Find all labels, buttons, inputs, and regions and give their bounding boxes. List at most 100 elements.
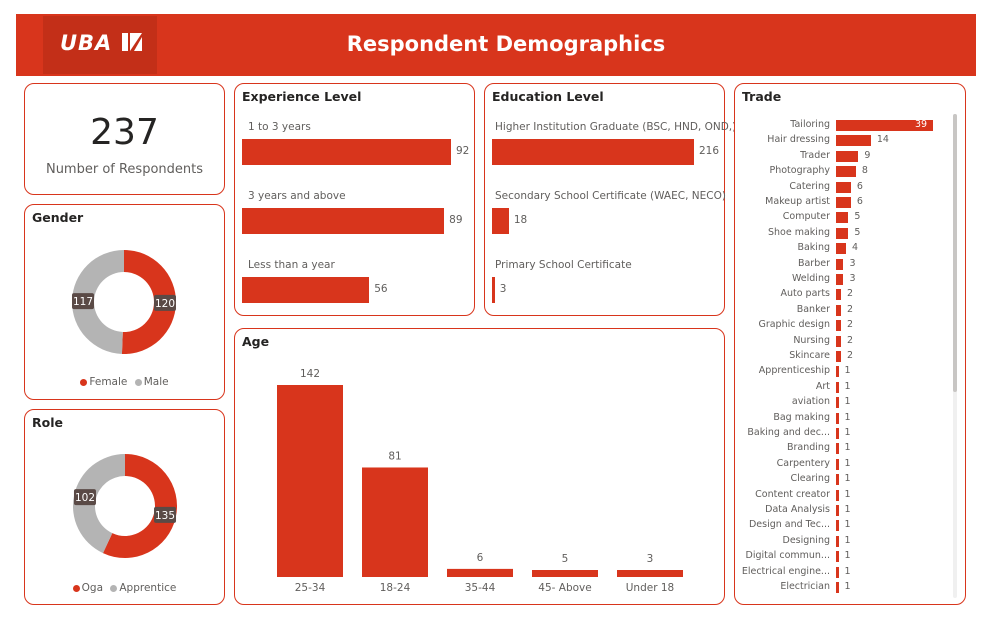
trade-bar[interactable] [836,428,839,439]
trade-category-label: Apprenticeship [758,365,830,377]
trade-value-label: 3 [849,273,856,284]
age-bar[interactable] [617,570,683,577]
bar[interactable] [242,208,445,234]
uba-logo: UBA [43,16,157,74]
trade-bar[interactable] [836,412,839,424]
trade-category-label: Hair dressing [767,134,830,146]
age-category-label: 45- Above [538,582,591,594]
trade-scrollbar-thumb[interactable] [953,114,957,392]
trade-bar[interactable] [836,166,856,178]
age-bar[interactable] [532,570,598,577]
age-bar[interactable] [362,467,428,577]
trade-bar[interactable] [836,335,841,347]
donut-data-label: 120 [155,298,175,310]
trade-bar[interactable] [836,258,844,270]
trade-bar[interactable] [836,227,849,239]
trade-bar[interactable] [836,566,839,578]
legend-female: Female [89,376,128,388]
trade-bar[interactable] [836,197,851,208]
donut-slice-oga[interactable] [102,454,177,558]
trade-bar[interactable] [836,474,839,486]
trade-bar[interactable] [836,505,839,516]
trade-value-label: 1 [844,550,851,562]
donut-slice-apprentice[interactable] [73,454,125,554]
apprentice-legend-dot [110,584,118,592]
trade-bar[interactable] [836,366,839,378]
trade-value-label: 1 [844,534,851,546]
trade-value-label: 1 [844,411,851,423]
logo-text: UBA [60,31,113,55]
trade-bar[interactable] [836,582,839,593]
bar-category-label: Primary School Certificate [495,259,632,271]
trade-bar[interactable] [836,381,839,393]
trade-value-label: 39 [915,119,928,130]
trade-category-label: Welding [791,273,830,284]
trade-value-label: 1 [844,442,851,454]
bar[interactable] [492,139,694,165]
age-category-label: 18-24 [380,582,411,594]
trade-category-label: aviation [791,396,830,408]
trade-value-label: 2 [846,288,854,300]
gender-legend[interactable]: Female Male [25,376,224,388]
trade-value-label: 1 [844,519,851,531]
trade-category-label: Bag making [773,411,830,423]
gender-donut-chart[interactable]: 120 117 [25,227,224,377]
trade-value-label: 2 [846,350,854,361]
age-bar[interactable] [277,385,343,577]
trade-bar[interactable] [836,551,839,563]
trade-category-label: Shoe making [768,226,830,238]
trade-bar[interactable] [836,243,846,255]
donut-data-label: 135 [155,510,175,522]
age-bar[interactable] [447,568,513,577]
trade-value-label: 9 [864,149,871,161]
donut-label-bg [73,489,96,506]
trade-bar[interactable] [836,320,841,332]
trade-value-label: 1 [844,473,851,485]
trade-bar[interactable] [836,135,871,147]
donut-slice-female[interactable] [121,250,176,354]
trade-category-label: Baking and dec... [747,427,830,438]
trade-category-label: Trader [800,149,830,161]
bar[interactable] [492,208,509,234]
trade-bar[interactable] [836,535,839,547]
trade-value-label: 1 [844,396,851,408]
trade-category-label: Skincare [789,350,830,361]
trade-bar[interactable] [836,304,841,316]
trade-bar[interactable] [836,289,841,301]
trade-value-label: 1 [844,427,851,438]
trade-bar[interactable] [836,520,839,532]
bar-value-label: 56 [374,283,388,295]
bar-category-label: Less than a year [248,259,335,271]
trade-category-label: Makeup artist [765,196,830,207]
header-banner: UBA Respondent Demographics [16,14,976,76]
education-title: Education Level [492,89,604,104]
bar[interactable] [242,139,451,165]
trade-bar[interactable] [836,150,859,162]
trade-bar[interactable] [836,443,839,455]
trade-bar[interactable] [836,120,933,131]
trade-value-label: 4 [851,242,858,254]
trade-bar[interactable] [836,274,844,285]
bar-value-label: 89 [449,214,463,226]
male-legend-dot [134,378,142,386]
trade-bar[interactable] [836,458,839,470]
bar-category-label: 3 years and above [248,190,346,202]
bar[interactable] [242,277,370,303]
trade-bar[interactable] [836,397,839,409]
trade-value-label: 5 [854,226,861,238]
trade-value-label: 3 [849,257,856,269]
trade-bar[interactable] [836,212,849,224]
trade-value-label: 2 [846,334,854,346]
donut-data-label: 102 [75,492,95,504]
trade-bar[interactable] [836,181,851,193]
gender-card: Gender 120 117 Female Male [24,204,225,400]
age-value-label: 81 [388,450,401,462]
role-donut-chart[interactable]: 135 102 [25,432,224,582]
trade-category-label: Design and Tec... [748,519,830,531]
trade-bar[interactable] [836,489,839,501]
trade-bar[interactable] [836,351,841,362]
age-bar-chart[interactable]: 142 25-34 81 18-24 6 35-44 5 45- Above 3 Under 18 [235,329,724,604]
donut-slice-male[interactable] [71,250,124,354]
role-legend[interactable]: Oga Apprentice [25,582,224,594]
bar[interactable] [492,277,495,303]
